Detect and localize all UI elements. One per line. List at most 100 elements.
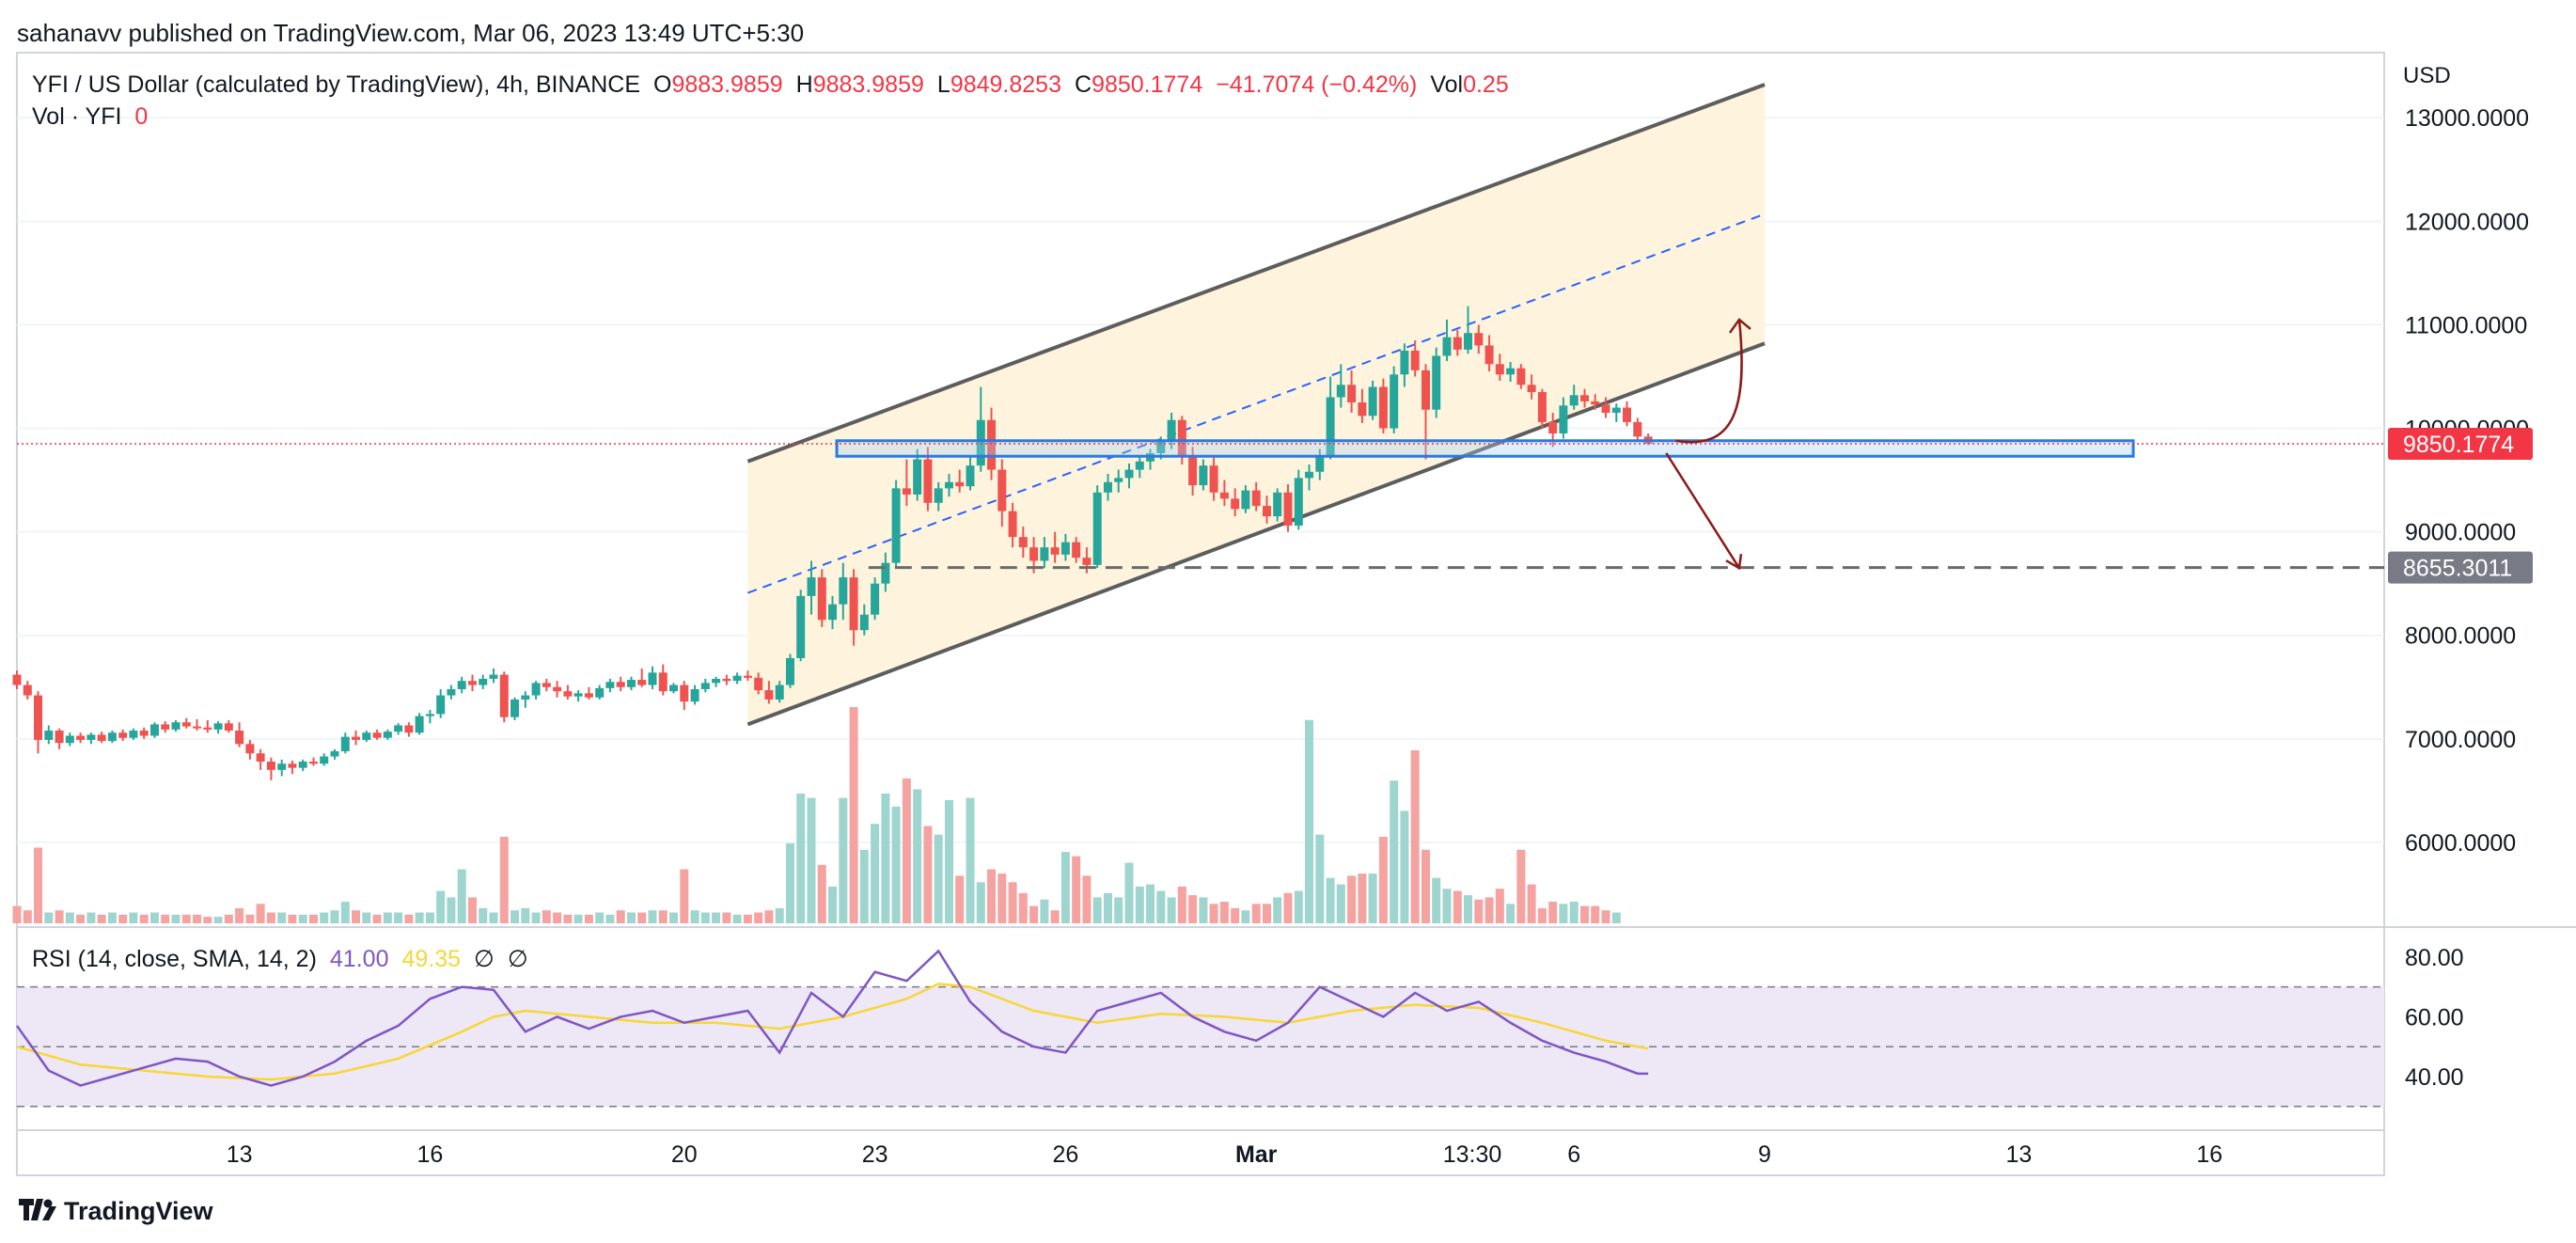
candle [129,728,138,740]
candle [1060,533,1070,561]
candle-body [775,684,784,700]
candle-body [1262,506,1271,517]
volume-bar [1336,884,1345,923]
candle-body [181,722,191,727]
candle [65,732,74,747]
volume-bar [489,912,498,923]
candle [605,678,615,693]
candle-body [626,680,636,687]
volume-bar [1378,837,1388,923]
candle [425,709,434,724]
volume-bar [12,905,22,923]
candle-body [764,690,774,700]
candle [669,683,679,694]
volume-bar [700,912,710,923]
volume-bar [891,806,901,923]
candle-body [12,674,22,685]
volume-bar [362,912,371,923]
volume-bar [1601,910,1610,923]
candle [107,731,117,744]
rsi-line [15,949,1649,1087]
volume-bar [807,797,816,923]
candle-body [23,684,32,696]
candle [1464,306,1473,354]
tradingview-branding[interactable]: TradingView [19,1192,213,1230]
candle [404,722,414,737]
candle-body [203,727,212,730]
candle [754,672,763,695]
candle-body [881,562,890,584]
candle [839,562,848,621]
volume-bar [1484,897,1494,923]
main-legend: YFI / US Dollar (calculated by TradingVi… [32,71,1509,98]
legend-close: 9850.1774 [1092,71,1202,98]
candle-body [499,674,509,717]
candle [1124,463,1134,489]
candle [1559,397,1568,439]
time-tick-label: 6 [1567,1141,1580,1168]
candle-body [1484,345,1494,365]
candle-body [139,731,149,736]
last-price-tag-bg [2388,428,2533,461]
volume-bar [1231,907,1240,923]
volume-bar [1135,886,1144,923]
candle-body [1273,492,1282,517]
candle [1219,480,1229,507]
candle-body [987,419,997,470]
candle-body [340,736,350,752]
time-axis[interactable]: 13 16 20 23 26 Mar 13:30 6 9 13 16 [227,1141,2223,1168]
volume-bar [1018,892,1028,923]
volume-bar [118,914,128,923]
candle [764,681,774,704]
volume-bar [934,834,943,923]
candle [352,731,361,746]
candle [553,681,562,698]
candle-body [1495,364,1504,375]
volume-bar [616,910,625,923]
volume-bar [944,799,953,923]
candle [479,674,488,689]
candle-body [510,699,520,717]
candle [1262,496,1271,524]
candle-body [467,681,477,685]
candle [891,480,901,569]
candle-body [923,459,933,503]
price-tick-label: 6000.0000 [2405,830,2516,857]
volume-bar [1464,895,1473,923]
candle-body [245,744,255,754]
candle [1601,397,1610,418]
candle-body [129,731,138,738]
annotations [17,318,2384,571]
candle-body [712,678,721,684]
volume-bar [1305,719,1314,923]
price-axis[interactable]: 6000.00007000.00008000.00009000.00001000… [2388,105,2533,857]
candle-body [997,469,1007,511]
candle-body [828,604,838,621]
time-tick-label: 13 [227,1141,253,1168]
volume-bar [1516,849,1526,923]
volume-bar [499,837,509,923]
time-tick-label: 16 [2196,1141,2223,1168]
volume-bar [976,882,985,923]
candle [1611,403,1621,422]
candle-body [447,688,456,696]
volume-bar [1368,873,1377,923]
volume-bar [987,869,997,923]
rsi-axis[interactable]: 40.00 60.00 80.00 [2405,945,2464,1091]
volume-bar [1114,897,1123,923]
support-zone [835,439,2135,458]
candle [1072,537,1081,563]
candle [171,720,181,732]
candle-body [1060,542,1070,555]
candle-body [425,714,434,716]
candle-body [605,682,615,688]
candle [510,697,520,721]
rsi-legend: RSI (14, close, SMA, 14, 2) 41.00 49.35 ∅ ∅ [32,946,528,972]
arrow-down-path [1665,452,1741,569]
volume-bar [1410,750,1420,923]
channel-upper-line [746,83,1766,464]
volume-bar [849,707,858,923]
candle-body [1029,547,1039,561]
candle-body [489,674,498,679]
